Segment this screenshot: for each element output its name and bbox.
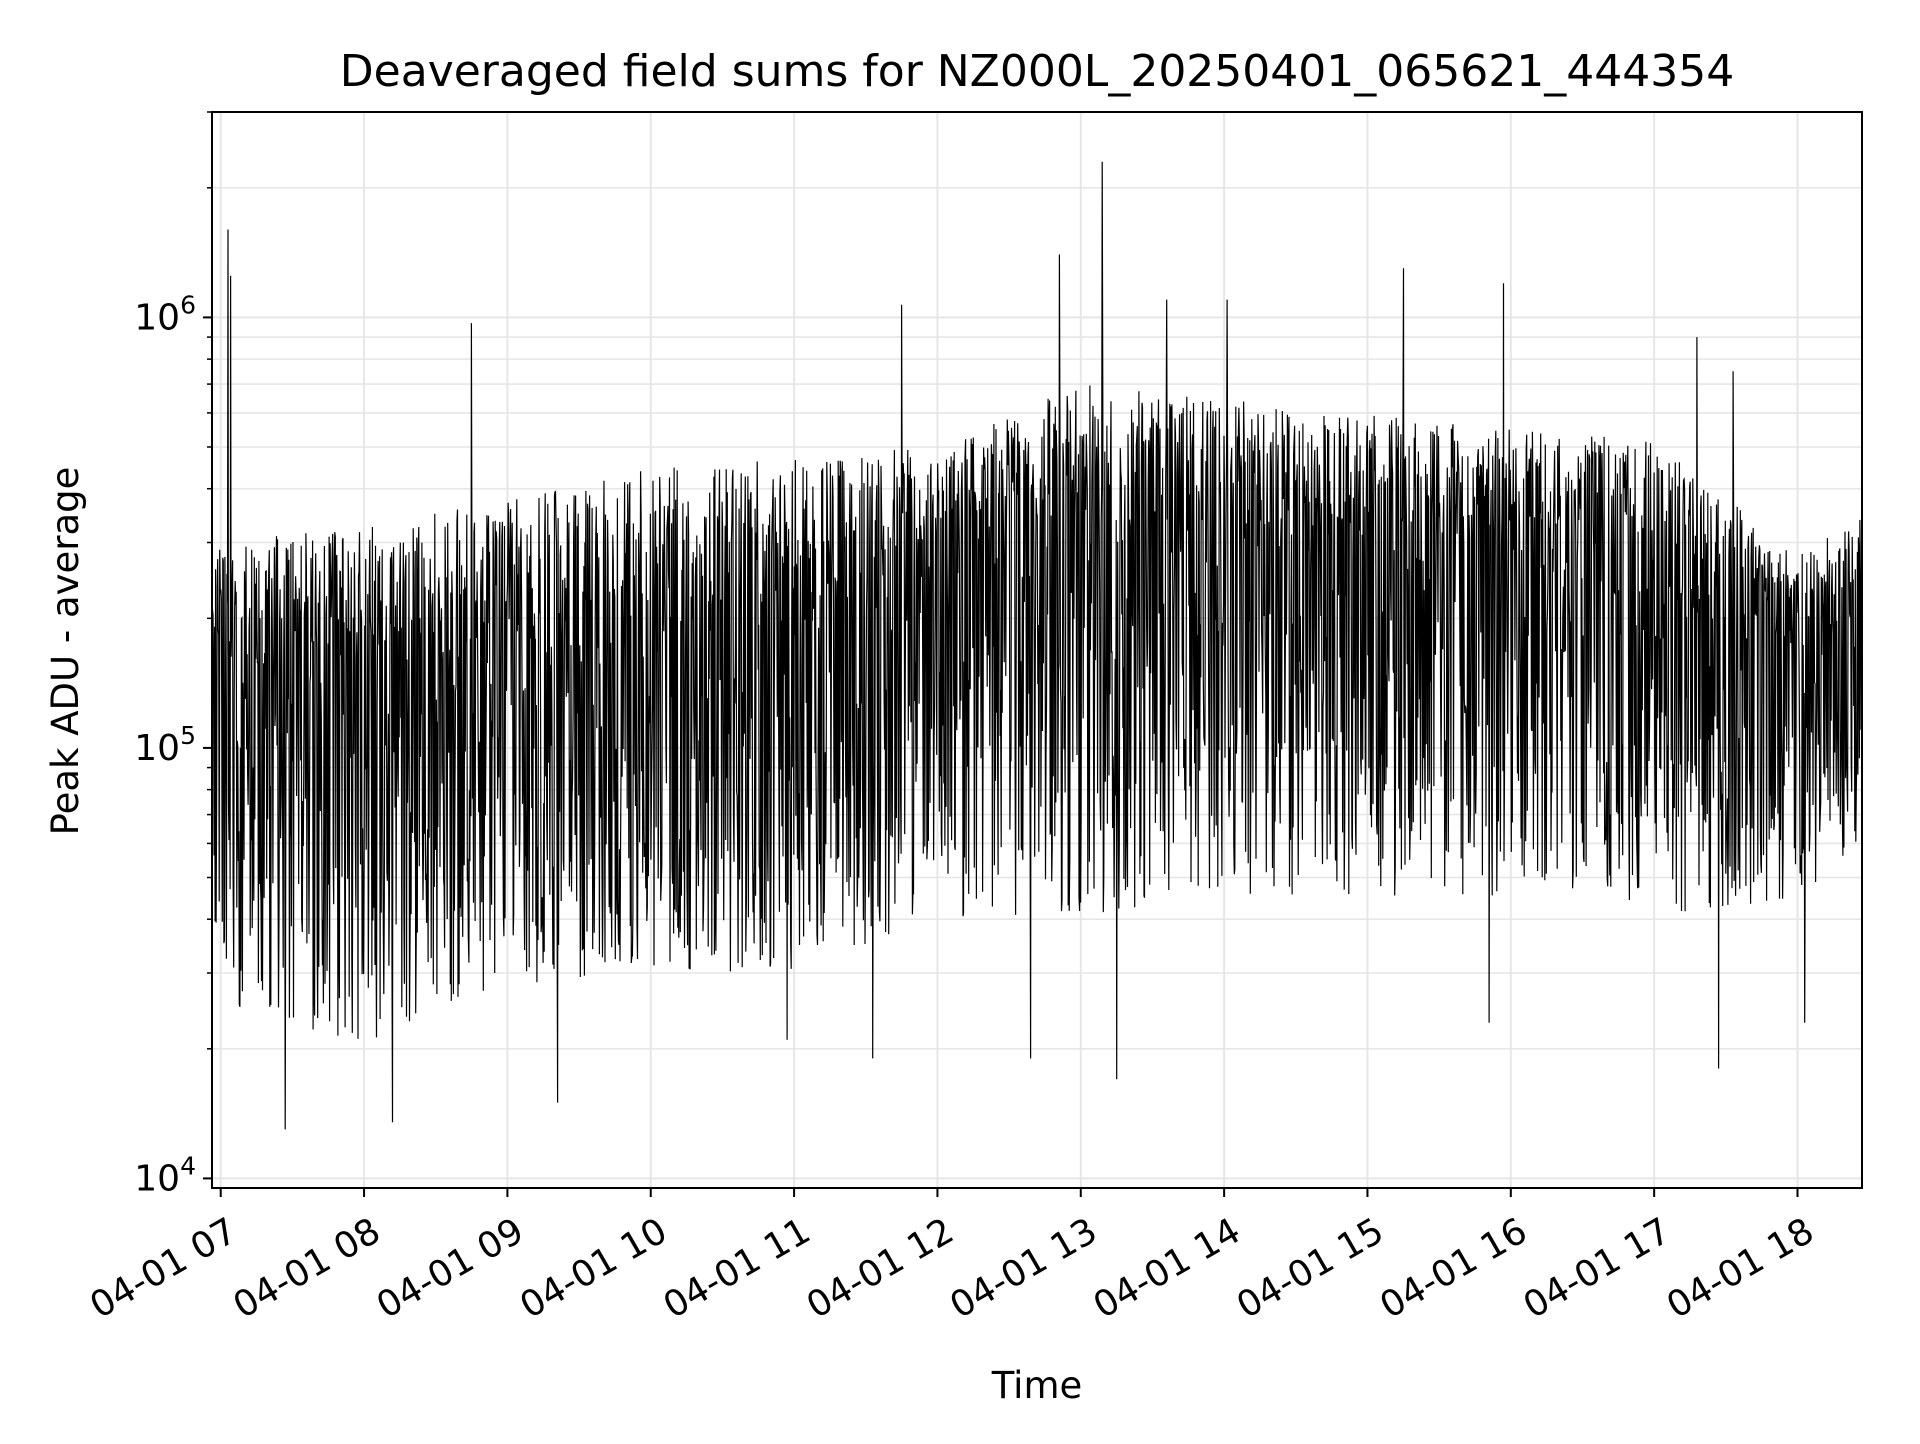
y-tick-label: 106 — [134, 290, 196, 338]
plot-frame — [211, 111, 1863, 1189]
x-axis-label: Time — [991, 1364, 1083, 1407]
series-line — [211, 161, 1863, 1130]
y-axis-label: Peak ADU - average — [44, 467, 87, 836]
chart-title: Deaveraged field sums for NZ000L_2025040… — [340, 46, 1734, 97]
plot-area — [211, 161, 1863, 1130]
y-tick-label: 105 — [134, 721, 196, 769]
y-tick-label: 104 — [134, 1151, 196, 1199]
